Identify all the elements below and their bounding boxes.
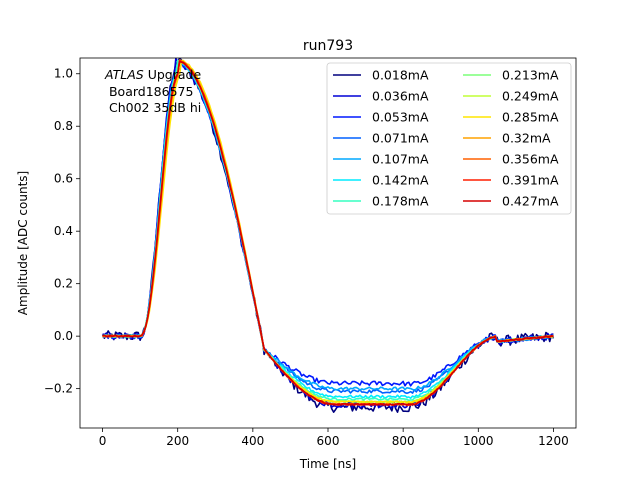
y-axis-ticks: −0.2 0.0 0.2 0.4 0.6 0.8 1.0	[44, 67, 80, 396]
legend-label: 0.178mA	[372, 194, 429, 209]
legend-label: 0.142mA	[372, 173, 429, 188]
x-tick-label: 1000	[463, 434, 494, 448]
legend-label: 0.213mA	[502, 68, 559, 83]
series-line-13	[102, 60, 554, 406]
x-axis-ticks: 0 200 400 600 800 1000 1200	[99, 428, 569, 448]
legend-label: 0.285mA	[502, 110, 559, 125]
x-tick-label: 0	[99, 434, 107, 448]
x-tick-label: 800	[392, 434, 415, 448]
annotation-atlas: ATLAS	[104, 67, 144, 82]
legend-box	[326, 62, 572, 215]
legend-label: 0.053mA	[372, 110, 429, 125]
y-tick-label: 0.0	[54, 329, 73, 343]
legend: 0.018mA 0.036mA 0.053mA 0.071mA 0.107mA 0.142…	[326, 62, 572, 215]
legend-label: 0.071mA	[372, 131, 429, 146]
annotation-line-2: Board186575	[105, 84, 193, 99]
y-tick-label: 1.0	[54, 67, 73, 81]
y-tick-label: 0.6	[54, 172, 73, 186]
annotation-line-3: Ch002 35dB hi	[105, 100, 201, 115]
x-tick-label: 600	[317, 434, 340, 448]
legend-label: 0.427mA	[502, 194, 559, 209]
annotation-upgrade: Upgrade	[144, 67, 202, 82]
legend-label: 0.356mA	[502, 152, 559, 167]
legend-label: 0.036mA	[372, 89, 429, 104]
y-tick-label: 0.4	[54, 224, 73, 238]
legend-label: 0.249mA	[502, 89, 559, 104]
series-curves	[101, 58, 555, 413]
legend-label: 0.107mA	[372, 152, 429, 167]
x-axis-label: Time [ns]	[299, 457, 356, 471]
chart-title: run793	[303, 38, 353, 54]
y-tick-label: 0.2	[54, 277, 73, 291]
legend-label: 0.32mA	[502, 131, 551, 146]
x-tick-label: 200	[166, 434, 189, 448]
legend-label: 0.018mA	[372, 68, 429, 83]
y-tick-label: −0.2	[44, 382, 73, 396]
x-tick-label: 400	[241, 434, 264, 448]
legend-label: 0.391mA	[502, 173, 559, 188]
atlas-annotation: ATLAS Upgrade Board186575 Ch002 35dB hi	[104, 67, 201, 115]
legend-items: 0.018mA 0.036mA 0.053mA 0.071mA 0.107mA 0.142…	[333, 68, 559, 209]
y-tick-label: 0.8	[54, 119, 73, 133]
annotation-line-1: ATLAS Upgrade	[104, 67, 201, 82]
y-axis-label: Amplitude [ADC counts]	[16, 171, 30, 315]
x-tick-label: 1200	[538, 434, 569, 448]
